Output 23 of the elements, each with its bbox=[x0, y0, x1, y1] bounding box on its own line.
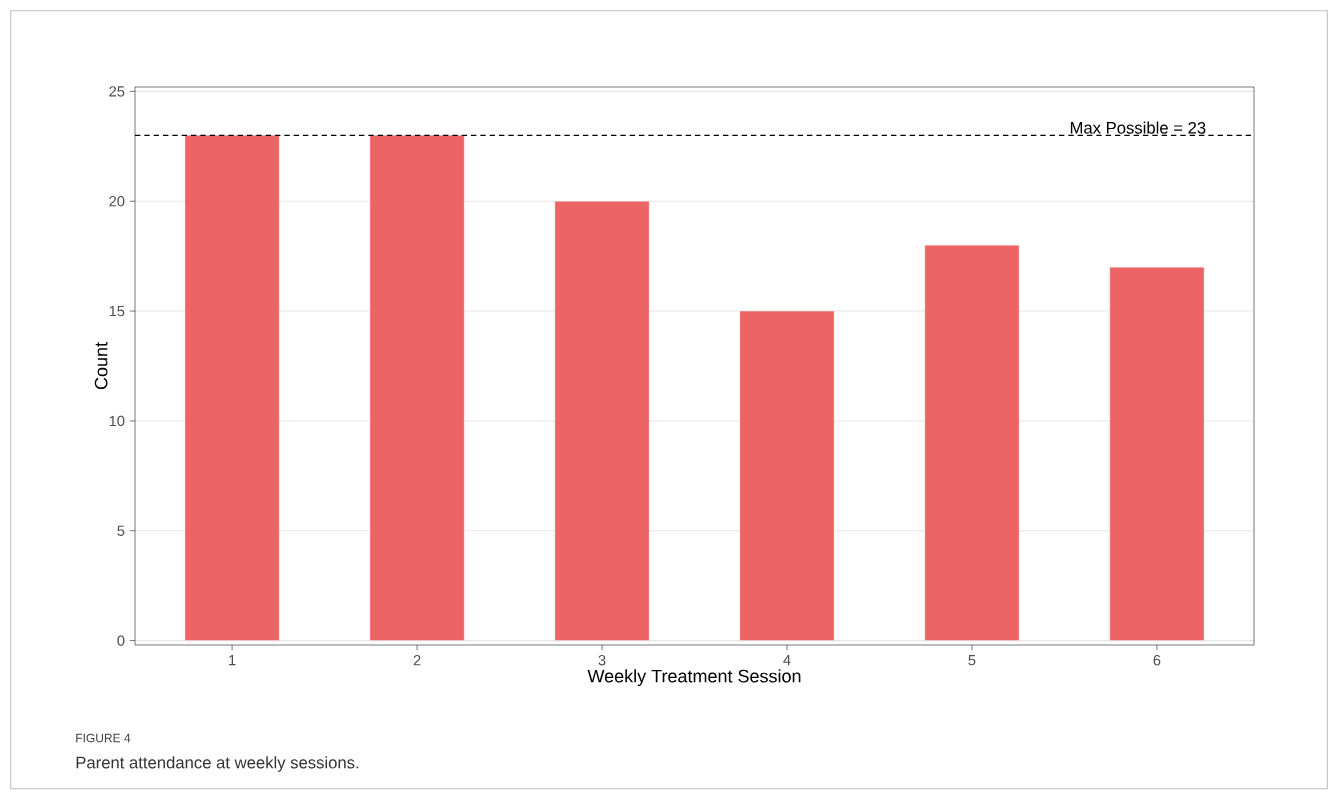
bar bbox=[924, 244, 1020, 641]
y-tick-label: 0 bbox=[117, 635, 125, 646]
ref-line-label: Max Possible = 23 bbox=[1070, 121, 1206, 134]
x-tick-label: 1 bbox=[229, 655, 236, 666]
y-tick-label: 5 bbox=[117, 525, 125, 536]
y-tick-label: 10 bbox=[109, 415, 125, 427]
bar bbox=[739, 310, 835, 641]
y-tick-label: 15 bbox=[109, 305, 125, 317]
x-axis-title: Weekly Treatment Session bbox=[587, 669, 801, 687]
x-tick-label: 4 bbox=[783, 655, 791, 666]
bar bbox=[554, 201, 650, 641]
bar bbox=[369, 135, 465, 641]
caption: FIGURE 4 bbox=[76, 733, 131, 743]
y-tick-label: 20 bbox=[109, 196, 125, 207]
text: Parent attendance at weekly sessions. bbox=[76, 756, 359, 772]
bar bbox=[1109, 266, 1205, 641]
x-tick-label: 3 bbox=[598, 655, 606, 666]
x-tick-label: 6 bbox=[1153, 655, 1161, 666]
bar bbox=[184, 135, 280, 641]
y-axis-title: Count bbox=[94, 342, 108, 390]
x-tick-label: 5 bbox=[968, 655, 976, 666]
x-tick-label: 2 bbox=[413, 655, 421, 666]
y-tick-label: 25 bbox=[109, 86, 125, 97]
